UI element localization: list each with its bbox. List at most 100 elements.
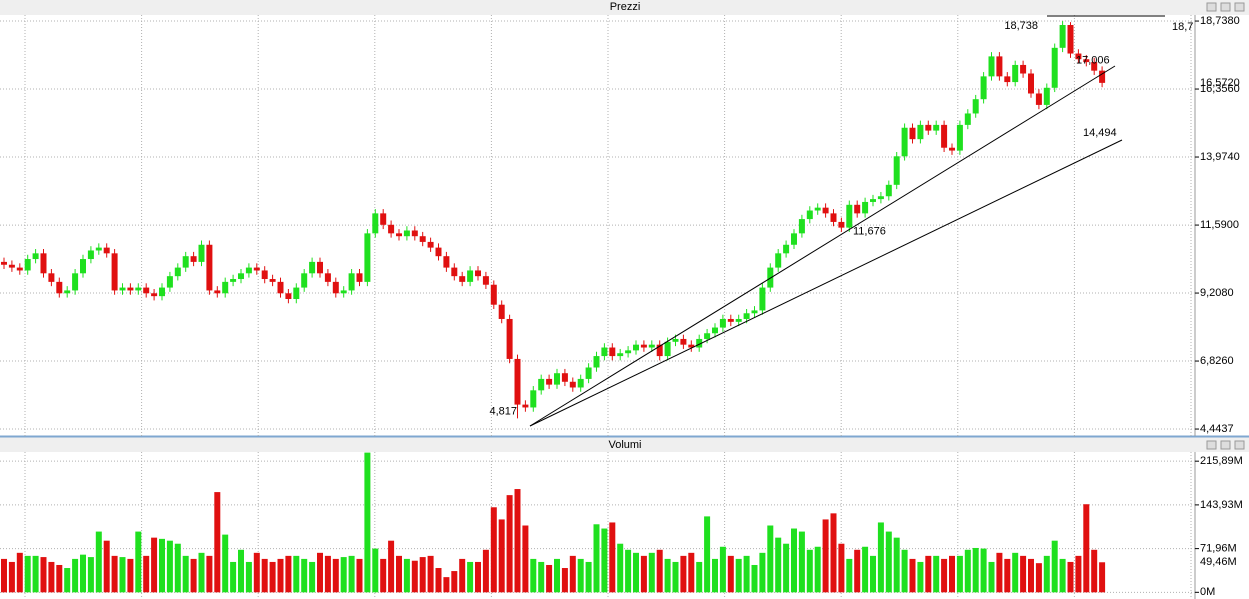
volume-bar bbox=[941, 558, 948, 593]
volume-bar bbox=[1004, 558, 1011, 593]
volume-bar bbox=[1043, 555, 1050, 593]
volume-bar bbox=[1067, 561, 1074, 593]
volume-bar bbox=[569, 555, 576, 593]
candle-body bbox=[569, 381, 576, 388]
volume-bar bbox=[593, 524, 600, 593]
candle-body bbox=[119, 287, 126, 291]
candle-body bbox=[467, 270, 474, 282]
y-tick-label: 18,7380 bbox=[1200, 15, 1240, 27]
close[interactable] bbox=[1234, 2, 1245, 12]
volume-bar bbox=[862, 546, 869, 593]
candle-body bbox=[585, 367, 592, 379]
candle-body bbox=[348, 273, 355, 291]
minimize[interactable] bbox=[1206, 440, 1217, 450]
candle-body bbox=[530, 390, 537, 408]
volume-bar bbox=[403, 558, 410, 593]
candle-body bbox=[719, 318, 726, 328]
candle-body bbox=[40, 253, 47, 274]
candle-body bbox=[317, 261, 323, 274]
candle-body bbox=[245, 267, 252, 274]
candle-body bbox=[712, 327, 718, 334]
volume-bar bbox=[783, 543, 790, 593]
volume-bar bbox=[475, 561, 481, 593]
close[interactable] bbox=[1234, 440, 1245, 450]
volume-bar bbox=[609, 522, 616, 593]
maximize[interactable] bbox=[1220, 440, 1231, 450]
candle-body bbox=[1, 261, 7, 265]
maximize[interactable] bbox=[1220, 2, 1231, 12]
candle-body bbox=[917, 124, 924, 140]
volume-bar bbox=[640, 555, 647, 593]
candle-body bbox=[72, 273, 79, 291]
volume-bar bbox=[791, 528, 797, 593]
volume-bar bbox=[870, 555, 876, 593]
volume-bar bbox=[1028, 558, 1034, 593]
candle-body bbox=[403, 230, 410, 237]
candle-body bbox=[933, 124, 940, 131]
candle-body bbox=[277, 281, 284, 294]
volume-bar bbox=[24, 555, 31, 593]
candle-body bbox=[174, 267, 181, 277]
volume-bar bbox=[72, 558, 79, 593]
volume-bar bbox=[159, 538, 165, 593]
volume-bar bbox=[775, 537, 782, 593]
volume-bar bbox=[198, 552, 205, 593]
price-header bbox=[0, 0, 1249, 15]
volume-bar bbox=[56, 564, 63, 593]
candle-body bbox=[854, 204, 861, 214]
candle-body bbox=[688, 344, 695, 348]
candle-body bbox=[783, 244, 790, 254]
volume-bar bbox=[680, 555, 687, 593]
y-tick-label: 215,89M bbox=[1200, 455, 1243, 467]
volume-bar bbox=[759, 552, 766, 593]
volume-bar bbox=[435, 568, 442, 593]
candle-body bbox=[561, 373, 568, 382]
candle-body bbox=[625, 350, 632, 354]
candle-body bbox=[166, 276, 173, 288]
minimize[interactable] bbox=[1206, 2, 1217, 12]
volume-bar bbox=[822, 519, 829, 593]
volume-bar bbox=[372, 548, 379, 593]
candle-body bbox=[269, 279, 276, 282]
candle-body bbox=[988, 56, 995, 77]
candle-body bbox=[1099, 70, 1106, 83]
volume-bar bbox=[1020, 555, 1027, 593]
candle-body bbox=[514, 358, 521, 405]
candle-body bbox=[893, 156, 900, 185]
candle-body bbox=[324, 273, 331, 282]
volume-bar bbox=[459, 558, 466, 593]
volume-bar bbox=[1051, 540, 1058, 593]
volume-bar bbox=[877, 522, 884, 593]
candle-body bbox=[24, 259, 31, 271]
candle-body bbox=[956, 124, 963, 151]
candle-body bbox=[1051, 47, 1058, 88]
candle-body bbox=[182, 256, 189, 268]
candle-body bbox=[814, 207, 821, 211]
candle-body bbox=[1035, 93, 1042, 105]
volume-bar bbox=[451, 571, 458, 593]
volume-bar bbox=[854, 549, 861, 593]
y-tick-label: 9,2080 bbox=[1200, 287, 1234, 299]
window-buttons[interactable] bbox=[1206, 2, 1245, 450]
candle-body bbox=[901, 127, 908, 157]
volume-bar bbox=[222, 534, 229, 593]
candle-body bbox=[727, 318, 734, 322]
volume-bar bbox=[751, 564, 758, 593]
volume-bar bbox=[103, 540, 110, 593]
candle-body bbox=[64, 290, 71, 294]
volume-bar bbox=[704, 516, 711, 593]
volume-bar bbox=[80, 554, 86, 593]
candle-body bbox=[648, 344, 655, 348]
candle-body bbox=[925, 124, 932, 131]
candle-body bbox=[411, 230, 418, 237]
volume-bar bbox=[577, 558, 584, 593]
volume-bar bbox=[885, 531, 892, 593]
volume-bar bbox=[933, 555, 940, 593]
y-tick-label: 0M bbox=[1200, 586, 1215, 598]
volume-bar bbox=[427, 555, 434, 593]
trend-line bbox=[529, 139, 1123, 427]
candle-body bbox=[941, 124, 948, 148]
candle-body bbox=[190, 256, 197, 262]
y-tick-label: 6,8260 bbox=[1200, 355, 1234, 367]
candle-body bbox=[127, 287, 134, 291]
